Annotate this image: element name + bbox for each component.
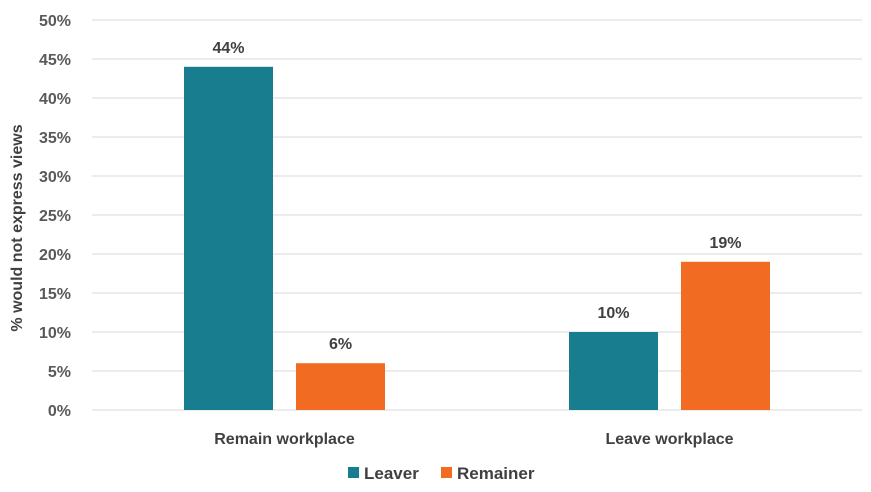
bar-remainer-1 <box>296 363 385 410</box>
bar-leaver-2 <box>569 332 658 410</box>
y-tick-label: 50% <box>39 13 71 30</box>
y-tick-label: 15% <box>39 286 71 303</box>
data-label: 44% <box>212 40 244 57</box>
legend-label-remainer: Remainer <box>457 464 535 483</box>
legend-swatch-remainer <box>441 467 452 478</box>
bar-leaver-1 <box>184 66 273 411</box>
x-axis-categories: Remain workplace Leave workplace <box>214 431 733 448</box>
y-tick-label: 20% <box>39 247 71 264</box>
data-label: 10% <box>597 305 629 322</box>
data-label: 6% <box>329 336 352 353</box>
data-label: 19% <box>709 235 741 252</box>
y-tick-label: 25% <box>39 208 71 225</box>
x-category-label: Remain workplace <box>214 431 355 448</box>
y-tick-label: 45% <box>39 52 71 69</box>
y-tick-label: 30% <box>39 169 71 186</box>
y-tick-label: 10% <box>39 325 71 342</box>
legend: Leaver Remainer <box>348 464 535 483</box>
legend-swatch-leaver <box>348 467 359 478</box>
bar-remainer-2 <box>681 261 770 410</box>
data-labels: 44% 6% 10% 19% <box>212 40 741 353</box>
y-tick-label: 40% <box>39 91 71 108</box>
y-tick-label: 35% <box>39 130 71 147</box>
y-tick-label: 0% <box>48 403 71 420</box>
y-axis-label: % would not express views <box>9 124 26 331</box>
legend-label-leaver: Leaver <box>364 464 419 483</box>
bars <box>184 66 770 411</box>
y-axis-ticks: 0% 5% 10% 15% 20% 25% 30% 35% 40% 45% 50% <box>39 13 71 420</box>
y-tick-label: 5% <box>48 364 71 381</box>
x-category-label: Leave workplace <box>605 431 733 448</box>
